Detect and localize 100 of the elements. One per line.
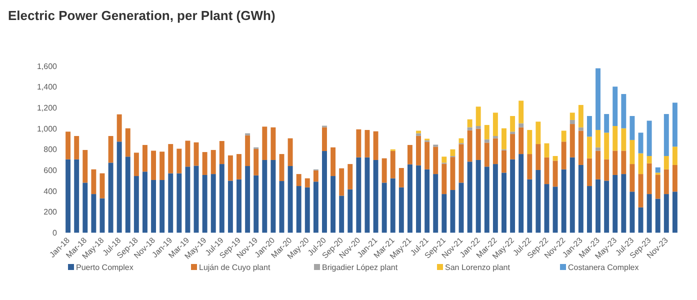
- bar: [228, 155, 233, 181]
- bar: [398, 168, 404, 188]
- bar: [536, 144, 541, 170]
- bar: [74, 159, 80, 233]
- bar: [672, 102, 678, 147]
- bar: [245, 135, 250, 166]
- bar: [630, 164, 635, 192]
- bar: [492, 164, 498, 233]
- bar: [416, 133, 421, 136]
- y-tick-label: 600: [44, 166, 58, 175]
- bar: [304, 178, 310, 188]
- bar: [330, 147, 336, 176]
- bar: [91, 194, 96, 233]
- bar: [638, 132, 644, 154]
- bar: [561, 169, 566, 233]
- bar: [424, 169, 430, 233]
- bar: [621, 174, 626, 233]
- bar: [604, 132, 610, 160]
- bar: [66, 159, 71, 233]
- bar: [125, 156, 130, 233]
- legend-label: Puerto Complex: [76, 263, 134, 272]
- bar: [578, 127, 584, 131]
- bar: [638, 153, 644, 174]
- bar: [502, 128, 506, 150]
- bar: [612, 150, 618, 175]
- bar: [664, 156, 669, 170]
- bar: [544, 157, 550, 184]
- bar: [151, 180, 156, 233]
- bar: [279, 154, 284, 182]
- bar: [108, 162, 114, 233]
- bar: [638, 174, 644, 208]
- bar: [108, 136, 114, 163]
- y-tick-label: 1,200: [36, 103, 58, 112]
- bar: [578, 130, 584, 165]
- bar: [322, 127, 327, 152]
- bar: [262, 160, 268, 233]
- bar: [664, 114, 669, 156]
- bar: [552, 156, 558, 161]
- bar: [518, 127, 524, 154]
- bar: [450, 190, 456, 233]
- bar: [82, 150, 88, 183]
- bar: [646, 194, 652, 233]
- bar: [630, 116, 635, 140]
- bar: [424, 142, 430, 170]
- bar: [373, 131, 378, 160]
- bar: [578, 164, 584, 233]
- bar: [646, 120, 652, 156]
- bar: [219, 164, 224, 233]
- bar: [655, 174, 660, 199]
- bar: [518, 100, 524, 124]
- bar: [416, 136, 421, 166]
- y-tick-label: 800: [44, 145, 58, 154]
- y-tick-label: 0: [52, 228, 58, 238]
- y-tick-label: 1,000: [36, 124, 58, 134]
- bar: [330, 176, 336, 233]
- bar: [561, 142, 566, 170]
- bar: [236, 179, 242, 233]
- bar: [442, 164, 447, 194]
- bar: [612, 126, 618, 151]
- bar: [407, 164, 412, 233]
- bar: [578, 104, 584, 128]
- bar: [544, 184, 550, 233]
- legend-label: Costanera Complex: [568, 263, 639, 272]
- bar: [527, 179, 532, 233]
- bar: [476, 160, 481, 233]
- bar: [484, 142, 490, 167]
- bar: [586, 136, 592, 158]
- bar: [254, 175, 259, 233]
- bar: [458, 182, 464, 233]
- bar: [348, 189, 353, 233]
- bar: [228, 180, 233, 233]
- bar: [604, 180, 610, 233]
- bar: [322, 151, 327, 233]
- bar: [630, 192, 635, 233]
- bar: [185, 166, 190, 233]
- bar: [100, 173, 105, 198]
- bar: [596, 147, 601, 151]
- bar: [484, 139, 490, 143]
- bar: [476, 128, 481, 160]
- bar: [194, 166, 199, 233]
- bar: [339, 196, 344, 233]
- bar: [552, 160, 558, 187]
- bar: [100, 198, 105, 233]
- bar: [621, 128, 626, 151]
- bar: [621, 94, 626, 128]
- bar: [527, 130, 532, 154]
- bar: [364, 130, 370, 158]
- bar: [160, 152, 165, 180]
- chart-title: Electric Power Generation, per Plant (GWh): [8, 8, 276, 23]
- bar: [236, 154, 242, 180]
- bar: [279, 181, 284, 233]
- bar: [74, 136, 80, 160]
- bar: [621, 150, 626, 174]
- bar: [596, 150, 601, 180]
- bar: [398, 187, 404, 233]
- bar: [638, 207, 644, 233]
- bar: [570, 124, 575, 158]
- bar: [510, 159, 516, 233]
- bar: [288, 166, 293, 233]
- bar: [270, 160, 276, 233]
